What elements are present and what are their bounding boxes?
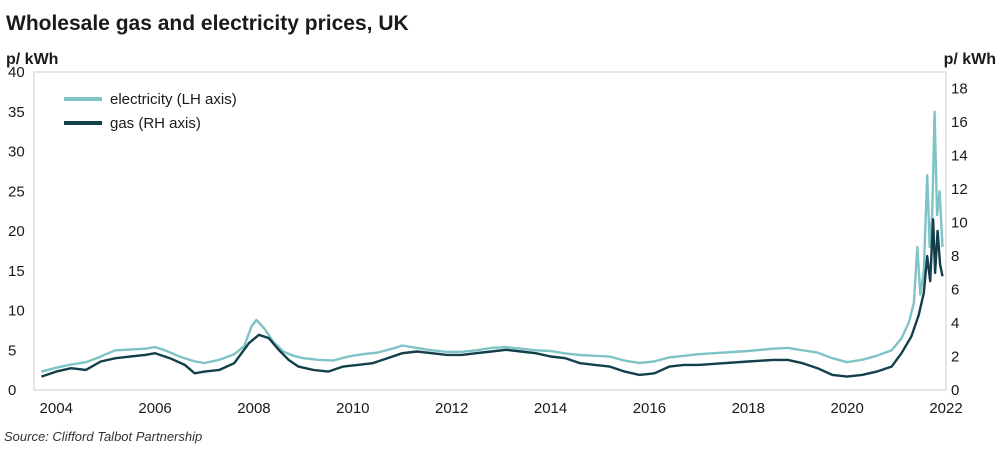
x-tick-label: 2016: [633, 400, 666, 417]
x-tick-label: 2004: [40, 400, 73, 417]
left-tick-label: 0: [8, 382, 16, 399]
plot-frame: [33, 71, 947, 391]
left-tick-label: 15: [8, 263, 25, 280]
legend-label-gas: gas (RH axis): [110, 115, 201, 132]
left-tick-label: 30: [8, 144, 25, 161]
chart-title: Wholesale gas and electricity prices, UK: [6, 12, 409, 35]
left-tick-label: 20: [8, 223, 25, 240]
legend: electricity (LH axis) gas (RH axis): [64, 91, 237, 132]
right-tick-label: 8: [951, 248, 959, 265]
right-tick-label: 0: [951, 382, 959, 399]
left-tick-label: 5: [8, 342, 16, 359]
legend-label-electricity: electricity (LH axis): [110, 91, 237, 108]
right-axis-ticks: 0 2 4 6 8 10 12 14 16 18: [951, 81, 968, 399]
right-tick-label: 10: [951, 215, 968, 232]
x-tick-label: 2014: [534, 400, 567, 417]
x-tick-label: 2006: [138, 400, 171, 417]
x-tick-label: 2018: [732, 400, 765, 417]
left-tick-label: 40: [8, 64, 25, 81]
left-axis-unit: p/ kWh: [6, 51, 58, 68]
x-axis-ticks: 2004 2006 2008 2010 2012 2014 2016 2018 2020 2022: [40, 400, 963, 417]
right-axis-unit: p/ kWh: [944, 51, 996, 68]
right-tick-label: 2: [951, 349, 959, 366]
right-tick-label: 4: [951, 315, 959, 332]
left-axis-ticks: 0 5 10 15 20 25 30 35 40: [8, 64, 25, 399]
series-layer: [41, 110, 944, 378]
right-tick-label: 12: [951, 181, 968, 198]
right-tick-label: 6: [951, 282, 959, 299]
left-tick-label: 10: [8, 303, 25, 320]
x-tick-label: 2010: [336, 400, 369, 417]
x-tick-label: 2020: [830, 400, 863, 417]
left-tick-label: 35: [8, 104, 25, 121]
right-tick-label: 14: [951, 148, 968, 165]
x-tick-label: 2012: [435, 400, 468, 417]
series-line-gas: [41, 218, 944, 378]
series-line-electricity: [41, 110, 944, 373]
left-tick-label: 25: [8, 183, 25, 200]
right-tick-label: 18: [951, 81, 968, 98]
source-note: Source: Clifford Talbot Partnership: [4, 429, 202, 444]
x-tick-label: 2008: [237, 400, 270, 417]
x-tick-label: 2022: [929, 400, 962, 417]
right-tick-label: 16: [951, 114, 968, 131]
